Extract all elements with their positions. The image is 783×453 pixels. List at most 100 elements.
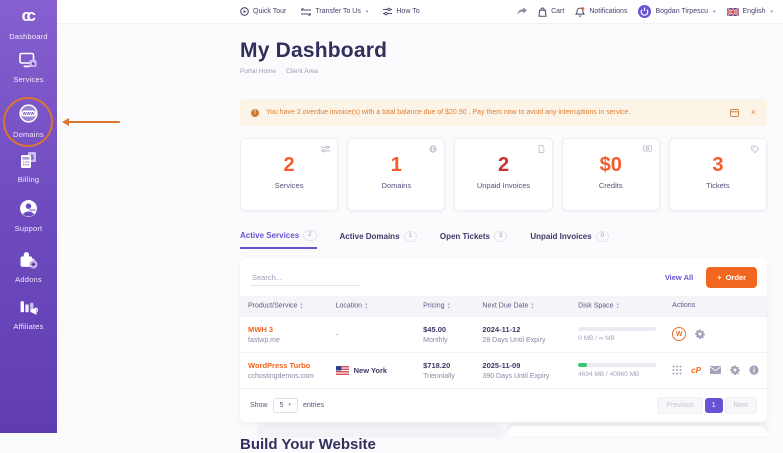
pagination: Previous 1 Next xyxy=(657,396,757,414)
tab-badge: 0 xyxy=(595,231,610,243)
chevron-down-icon: ▾ xyxy=(713,8,716,15)
stat-label: Credits xyxy=(598,181,623,190)
how-to-menu[interactable]: How To xyxy=(383,7,420,16)
services-table: Product/Service ▴ ▾ Location ▴ ▾ Pricing ▴ ▾ N… xyxy=(240,296,767,388)
overdue-invoices-alert: ! You have 2 overdue invoice(s) with a t… xyxy=(240,99,767,126)
user-menu[interactable]: Bogdan Tirpescu ▾ xyxy=(638,5,716,18)
plus-icon: + xyxy=(717,273,722,283)
breadcrumb-home[interactable]: Portal Home xyxy=(240,68,277,75)
domains-highlight-arrow-icon xyxy=(62,118,120,126)
column-actions: Actions xyxy=(672,302,696,310)
due-note: 390 Days Until Expiry xyxy=(482,372,550,380)
wordpress-icon[interactable]: W xyxy=(672,327,687,342)
build-your-website-heading: Build Your Website xyxy=(240,435,376,453)
column-pricing[interactable]: Pricing ▴ ▾ xyxy=(423,301,450,310)
website-builder-card-peek xyxy=(507,426,767,436)
pay-invoices-icon[interactable] xyxy=(729,108,739,117)
tab-active-services[interactable]: Active Services 2 xyxy=(240,230,317,250)
stat-value: 2 xyxy=(283,154,295,176)
email-icon[interactable] xyxy=(709,366,721,375)
location-value: New York xyxy=(353,365,388,375)
column-disk-space[interactable]: Disk Space ▴ ▾ xyxy=(578,301,619,310)
info-icon[interactable] xyxy=(749,365,759,375)
next-page-button[interactable]: Next xyxy=(724,396,757,414)
sidebar-item-addons[interactable]: Addons xyxy=(0,250,57,284)
stat-label: Domains xyxy=(381,181,412,190)
close-icon[interactable]: × xyxy=(750,107,756,117)
stat-card-tickets[interactable]: 3 Tickets xyxy=(668,138,768,211)
column-location[interactable]: Location ▴ ▾ xyxy=(335,301,368,310)
stat-value: 1 xyxy=(390,154,402,176)
stat-card-domains[interactable]: 1 Domains xyxy=(347,138,446,211)
alert-message: You have 2 overdue invoice(s) with a tot… xyxy=(266,109,631,116)
chevron-down-icon: ▾ xyxy=(365,8,369,15)
us-flag-icon xyxy=(335,365,349,375)
tab-unpaid-invoices[interactable]: Unpaid Invoices 0 xyxy=(530,230,610,249)
transfer-to-us-menu[interactable]: Transfer To Us ▾ xyxy=(301,7,369,16)
sidebar-item-services[interactable]: Services xyxy=(0,52,57,84)
tab-open-tickets[interactable]: Open Tickets 3 xyxy=(440,230,508,249)
disk-usage-bar xyxy=(578,362,657,367)
location-value: - xyxy=(335,331,338,339)
quick-tour-label: Quick Tour xyxy=(253,8,287,15)
disk-usage-text: 0 MB / ∞ MB xyxy=(578,334,615,342)
transfer-to-us-label: Transfer To Us xyxy=(315,8,361,15)
sidebar-item-label: Addons xyxy=(15,275,42,284)
stat-card-services[interactable]: 2 Services xyxy=(240,138,339,211)
stat-card-credits[interactable]: $0 Credits xyxy=(561,138,660,211)
chevron-down-icon: ▾ xyxy=(770,8,773,15)
notifications-label: Notifications xyxy=(589,8,628,15)
sidebar-item-affiliates[interactable]: Affiliates xyxy=(0,297,57,331)
ticket-tag-icon xyxy=(751,145,760,153)
play-circle-icon xyxy=(240,7,249,16)
notifications-button[interactable]: Notifications xyxy=(575,6,628,17)
product-link[interactable]: MWH 3 xyxy=(248,324,273,334)
product-link[interactable]: WordPress Turbo xyxy=(248,360,311,370)
stat-card-unpaid-invoices[interactable]: 2 Unpaid Invoices xyxy=(454,138,553,211)
view-all-link[interactable]: View All xyxy=(664,273,694,283)
warning-icon: ! xyxy=(251,108,259,117)
cpanel-icon[interactable]: cP xyxy=(691,365,701,375)
order-button[interactable]: + Order xyxy=(706,267,757,289)
sidebar-item-support[interactable]: Support xyxy=(0,199,57,233)
share-arrow-icon[interactable] xyxy=(517,7,528,16)
previous-page-button[interactable]: Previous xyxy=(657,396,703,414)
banknote-icon xyxy=(642,145,652,152)
sidebar-item-dashboard[interactable]: cc Dashboard xyxy=(0,6,57,41)
column-next-due-date[interactable]: Next Due Date ▴ ▾ xyxy=(482,301,534,310)
sidebar-item-billing[interactable]: $ Billing xyxy=(0,151,57,184)
domains-icon: WWW xyxy=(18,103,39,124)
search-input[interactable] xyxy=(250,269,360,286)
stats-row: 2 Services 1 Domains 2 Unpaid Invoices $… xyxy=(240,138,768,211)
gear-icon[interactable] xyxy=(695,329,706,340)
cart-button[interactable]: Cart xyxy=(538,7,564,17)
cart-bag-icon xyxy=(538,7,547,17)
stat-label: Services xyxy=(274,181,304,190)
language-menu[interactable]: English ▾ xyxy=(726,7,773,16)
tab-active-domains[interactable]: Active Domains 1 xyxy=(340,230,417,249)
sidebar-item-domains[interactable]: WWW Domains xyxy=(0,103,57,139)
breadcrumb-current: Client Area xyxy=(286,68,318,75)
svg-text:$: $ xyxy=(30,155,34,162)
tab-label: Active Domains xyxy=(339,232,400,242)
tab-badge: 2 xyxy=(303,230,317,242)
how-to-label: How To xyxy=(396,8,420,15)
gear-icon[interactable] xyxy=(730,365,740,376)
stat-label: Tickets xyxy=(706,181,730,190)
billing-cycle: Triennially xyxy=(423,372,455,380)
column-product-service[interactable]: Product/Service ▴ ▾ xyxy=(248,301,303,310)
server-sliders-icon xyxy=(321,145,331,153)
product-domain: fastwp.me xyxy=(248,336,280,344)
quick-tour-button[interactable]: Quick Tour xyxy=(240,7,286,16)
tab-badge: 1 xyxy=(403,231,417,243)
table-header-row: Product/Service ▴ ▾ Location ▴ ▾ Pricing ▴ ▾ N… xyxy=(240,296,767,317)
app-grid-icon[interactable] xyxy=(672,365,682,375)
next-due-date: 2025-11-09 xyxy=(482,360,521,370)
current-page-button[interactable]: 1 xyxy=(704,397,723,413)
support-icon xyxy=(19,199,38,218)
page-size-select[interactable]: 5 ▾ xyxy=(272,397,298,413)
sidebar-item-label: Billing xyxy=(17,175,40,184)
breadcrumb: Portal Home Client Area xyxy=(240,68,767,75)
sidebar-item-label: Support xyxy=(14,224,43,233)
product-domain: cchostingdemos.com xyxy=(248,372,314,380)
